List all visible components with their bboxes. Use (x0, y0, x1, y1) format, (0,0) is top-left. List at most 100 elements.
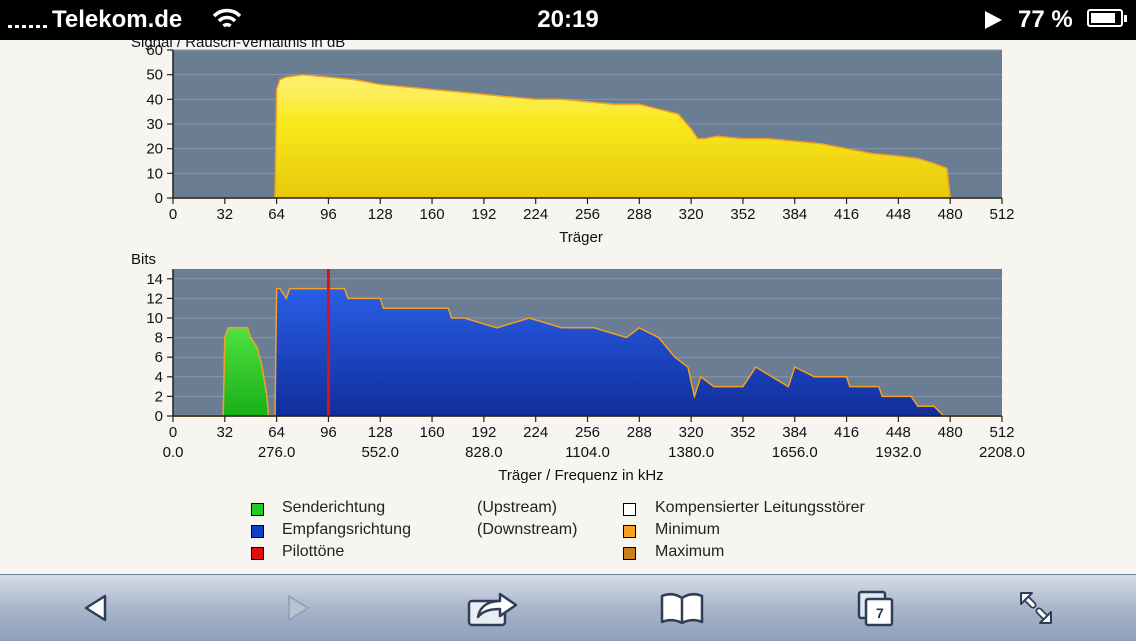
snr-x-tick-label: 224 (523, 206, 548, 223)
snr-x-tick-label: 480 (938, 206, 963, 223)
bits-x-tick-label: 96 (320, 424, 337, 441)
bits-x-tick-label: 320 (679, 424, 704, 441)
back-arrow-icon (84, 594, 107, 622)
tabs-button[interactable]: 7 (846, 585, 906, 631)
bits-x-tick-label: 224 (523, 424, 548, 441)
snr-x-tick-label: 160 (420, 206, 445, 223)
legend-compensated: Kompensierter Leitungsstörer (655, 499, 865, 516)
snr-y-tick-label: 0 (155, 190, 163, 207)
bits-y-tick-label: 6 (155, 349, 163, 366)
bits-freq-tick-label: 828.0 (465, 444, 503, 461)
browser-toolbar: 7 (0, 574, 1136, 641)
snr-x-tick-label: 448 (886, 206, 911, 223)
bits-y-tick-label: 14 (146, 271, 163, 288)
legend-swatch-upstream (251, 503, 264, 516)
bits-freq-tick-label: 0.0 (163, 444, 184, 461)
spectrum-charts: Signal / Rausch-Verhältnis in dB 0102030… (131, 40, 1025, 484)
bits-x-tick-label: 256 (575, 424, 600, 441)
snr-y-tick-label: 20 (146, 141, 163, 158)
downstream-line (173, 287, 1002, 417)
bits-y-tick-label: 4 (155, 369, 163, 386)
bits-x-tick-label: 0 (169, 424, 177, 441)
legend-downstream-note: (Downstream) (477, 521, 578, 538)
bits-y-tick-label: 0 (155, 408, 163, 425)
bits-x-tick-label: 512 (989, 424, 1014, 441)
bits-freq-tick-label: 552.0 (361, 444, 399, 461)
snr-x-tick-label: 320 (679, 206, 704, 223)
forward-button[interactable] (268, 585, 328, 631)
snr-x-tick-label: 128 (368, 206, 393, 223)
bits-x-axis-label: Träger / Frequenz in kHz (498, 467, 663, 484)
bits-y-axis-label: Bits (131, 251, 156, 268)
legend-swatch-minimum (623, 525, 636, 538)
status-bar: Telekom.de 20:19 77 % (0, 0, 1136, 40)
bits-x-tick-label: 64 (268, 424, 285, 441)
bits-x-tick-label: 160 (420, 424, 445, 441)
bits-x-tick-label: 480 (938, 424, 963, 441)
snr-x-tick-label: 0 (169, 206, 177, 223)
legend-pilot: Pilottöne (282, 543, 345, 560)
legend-upstream-note: (Upstream) (477, 499, 558, 516)
bits-x-tick-label: 384 (782, 424, 807, 441)
back-button[interactable] (66, 585, 126, 631)
snr-chart: Signal / Rausch-Verhältnis in dB 0 10 20 30… (131, 40, 1015, 246)
carrier-name: Telekom.de (52, 6, 183, 33)
snr-line (173, 73, 1002, 199)
snr-x-axis-label: Träger (559, 229, 603, 246)
downstream-area (173, 288, 1002, 416)
web-content[interactable]: Signal / Rausch-Verhältnis in dB 0 10 20 30… (0, 40, 1136, 574)
bits-freq-tick-label: 1656.0 (772, 444, 818, 461)
bits-x-tick-label: 352 (730, 424, 755, 441)
bits-y-tick-label: 2 (155, 388, 163, 405)
snr-x-tick-label: 256 (575, 206, 600, 223)
bits-x-tick-label: 128 (368, 424, 393, 441)
bits-y-tick-label: 8 (155, 330, 163, 347)
legend-swatch-maximum (623, 547, 636, 560)
legend-swatch-compensated (623, 503, 636, 516)
bits-y-tick-label: 10 (146, 310, 163, 327)
snr-x-tick-label: 64 (268, 206, 285, 223)
snr-x-tick-label: 512 (989, 206, 1014, 223)
bits-freq-tick-label: 1104.0 (565, 444, 610, 461)
bits-freq-tick-label: 2208.0 (979, 444, 1025, 461)
snr-x-tick-label: 96 (320, 206, 337, 223)
tabs-icon (857, 590, 894, 627)
fullscreen-button[interactable] (1006, 585, 1066, 631)
snr-x-tick-label: 32 (216, 206, 233, 223)
play-icon (985, 11, 1002, 29)
legend-maximum: Maximum (655, 543, 725, 560)
snr-x-tick-label: 384 (782, 206, 807, 223)
snr-y-tick-label: 10 (146, 165, 163, 182)
bits-x-tick-label: 448 (886, 424, 911, 441)
snr-x-tick-label: 352 (730, 206, 755, 223)
bits-freq-tick-label: 1932.0 (875, 444, 921, 461)
share-button[interactable] (463, 585, 523, 631)
share-icon (467, 592, 518, 627)
legend-swatch-pilot (251, 547, 264, 560)
snr-chart-title: Signal / Rausch-Verhältnis in dB (131, 40, 345, 51)
bits-x-tick-label: 192 (471, 424, 496, 441)
tabs-count: 7 (876, 605, 884, 621)
wifi-icon (212, 8, 242, 28)
bookmarks-button[interactable] (652, 585, 712, 631)
bits-x-tick-label: 32 (216, 424, 233, 441)
legend-downstream: Empfangsrichtung (282, 521, 411, 538)
battery-percent: 77 % (1018, 6, 1073, 33)
bits-freq-tick-label: 1380.0 (668, 444, 714, 461)
book-icon (660, 593, 704, 625)
forward-arrow-icon (288, 595, 309, 621)
snr-x-tick-label: 288 (627, 206, 652, 223)
legend-minimum: Minimum (655, 521, 720, 538)
legend-swatch-downstream (251, 525, 264, 538)
snr-x-tick-label: 416 (834, 206, 859, 223)
snr-y-tick-label: 60 (146, 42, 163, 59)
legend-upstream: Senderichtung (282, 499, 386, 516)
expand-icon (1020, 592, 1052, 624)
bits-chart: Bits 0 2 4 6 8 10 12 14 0 32 64 96 128 160 192 224 256 2… (131, 251, 1025, 484)
bits-x-tick-label: 416 (834, 424, 859, 441)
snr-x-tick-label: 192 (471, 206, 496, 223)
snr-y-tick-label: 40 (146, 91, 163, 108)
bits-y-tick-label: 12 (146, 290, 163, 307)
snr-y-tick-label: 30 (146, 116, 163, 133)
snr-y-tick-label: 50 (146, 67, 163, 84)
